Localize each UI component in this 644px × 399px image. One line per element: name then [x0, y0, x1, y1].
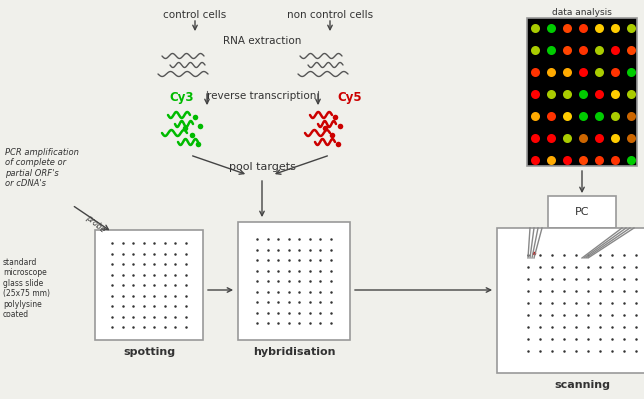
Bar: [95, 230, 203, 340]
Text: standard
microscope
glass slide
(25x75 mm)
polylysine
coated: standard microscope glass slide (25x75 m…: [3, 258, 50, 319]
Bar: [238, 222, 350, 340]
Text: RNA extraction: RNA extraction: [223, 36, 301, 46]
Text: Cy5: Cy5: [337, 91, 363, 104]
Text: scanning: scanning: [554, 380, 610, 390]
Text: PCR amplification
of complete or
partial ORF's
or cDNA's: PCR amplification of complete or partial…: [5, 148, 79, 188]
Text: control cells: control cells: [164, 10, 227, 20]
Text: hybridisation: hybridisation: [252, 347, 336, 357]
Bar: [548, 196, 616, 228]
Text: Cy3: Cy3: [170, 91, 194, 104]
Text: data analysis: data analysis: [552, 8, 612, 17]
Bar: [497, 228, 644, 373]
Text: non control cells: non control cells: [287, 10, 373, 20]
Text: spotting: spotting: [123, 347, 175, 357]
Text: probe: probe: [84, 213, 106, 234]
Text: pool targets: pool targets: [229, 162, 296, 172]
Bar: [527, 18, 637, 166]
Text: reverse transcription: reverse transcription: [207, 91, 317, 101]
Text: PC: PC: [574, 207, 589, 217]
